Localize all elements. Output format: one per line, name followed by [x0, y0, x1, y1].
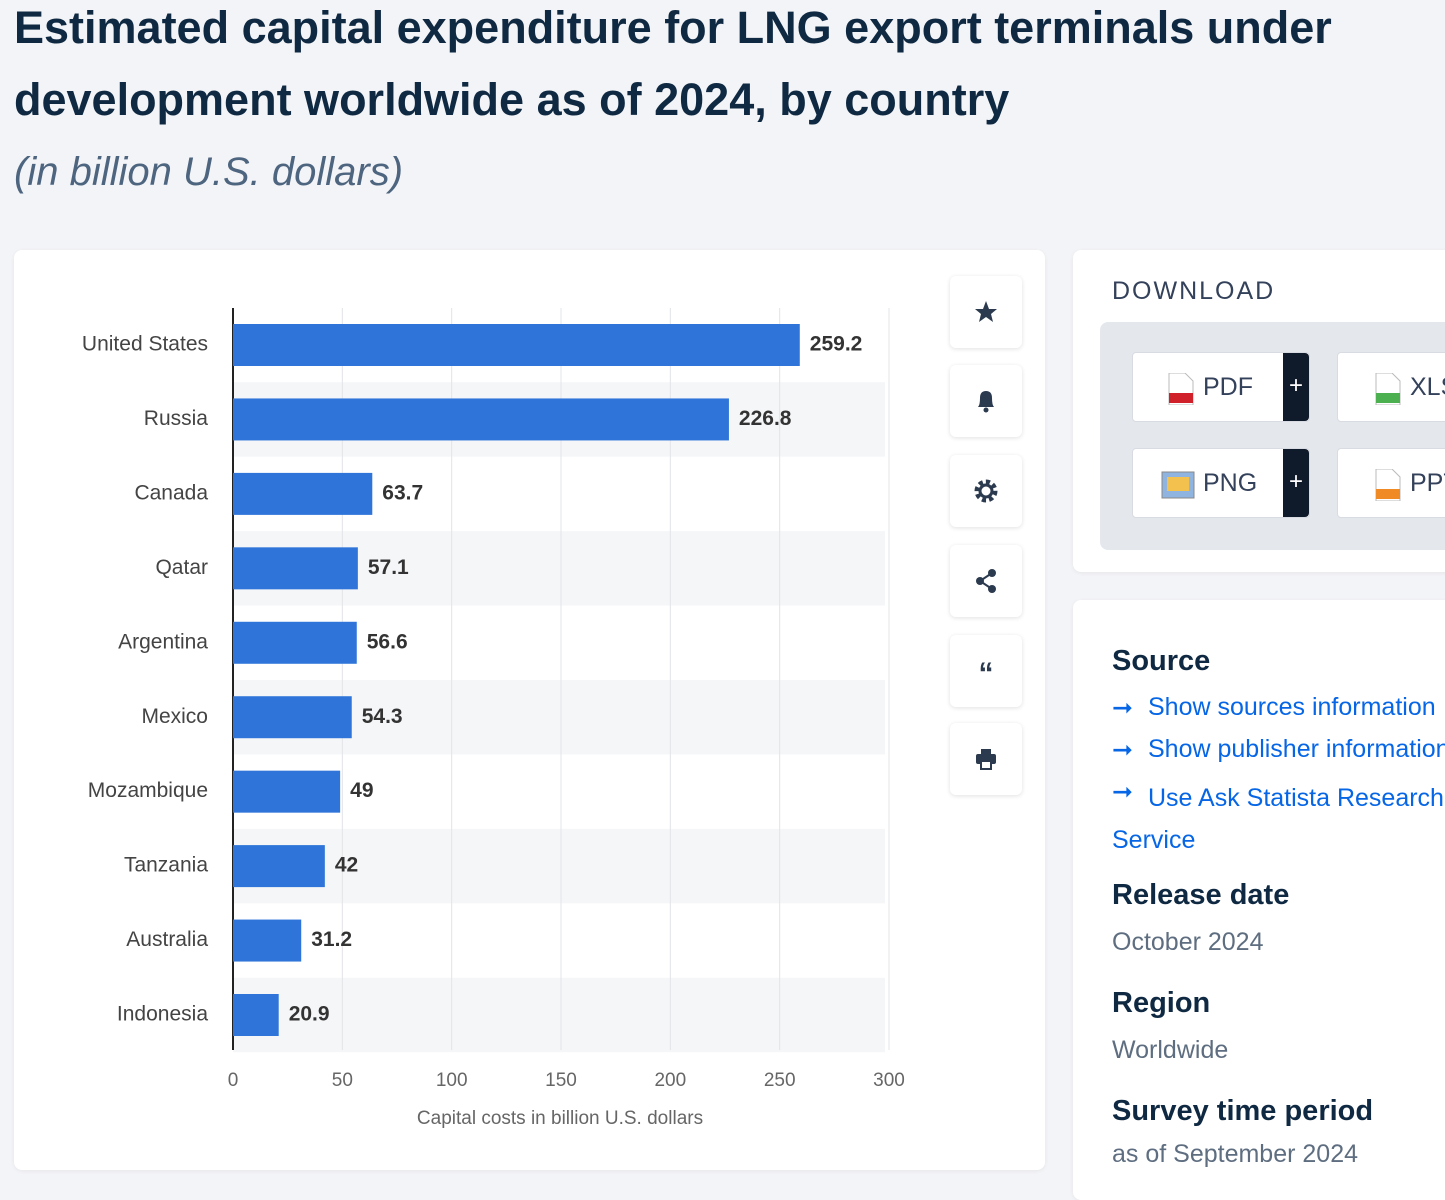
value-label: 63.7	[382, 481, 423, 504]
value-label: 20.9	[289, 1003, 330, 1026]
download-button[interactable]: XLS	[1337, 352, 1445, 422]
value-label: 259.2	[810, 333, 863, 356]
y-tick-label: Tanzania	[124, 854, 208, 877]
value-label: 57.1	[368, 556, 409, 579]
research-link[interactable]: Use Ask Statista Research Service	[1112, 784, 1444, 854]
button-label: PDF	[1203, 373, 1253, 401]
source-heading: Source	[1112, 645, 1211, 677]
share-button[interactable]	[950, 545, 1022, 617]
print-button[interactable]	[950, 723, 1022, 795]
download-heading: DOWNLOAD	[1112, 277, 1276, 305]
y-tick-label: Argentina	[118, 630, 208, 653]
x-tick-label: 0	[228, 1070, 239, 1091]
page-title: Estimated capital expenditure for LNG ex…	[14, 2, 1332, 125]
y-tick-label: Russia	[144, 407, 209, 430]
chart: 0 50 100 150 200 250 300 Capital costs in billi…	[82, 308, 905, 1129]
y-tick-label: Mexico	[141, 705, 208, 728]
link-arrow: ➞	[1112, 778, 1133, 806]
button-label: PNG	[1203, 469, 1258, 497]
bar	[233, 919, 302, 962]
cite-button[interactable]: “	[950, 635, 1022, 707]
bar	[233, 547, 358, 590]
button-plus[interactable]: +	[1283, 353, 1309, 421]
download-button[interactable]: PNG +	[1132, 448, 1310, 518]
publisher-link[interactable]: Show publisher information	[1148, 735, 1445, 763]
survey-period-value: as of September 2024	[1112, 1140, 1358, 1168]
notify-button[interactable]	[950, 365, 1022, 437]
row-band	[233, 977, 885, 1053]
bar	[233, 696, 352, 739]
x-tick-label: 300	[873, 1070, 905, 1091]
bar	[233, 324, 800, 366]
button-label: PPT	[1410, 469, 1445, 497]
source-link[interactable]: Show sources information	[1148, 693, 1436, 721]
bar	[233, 845, 325, 888]
release-date-value: October 2024	[1112, 928, 1264, 956]
page-subtitle: (in billion U.S. dollars)	[14, 150, 404, 194]
x-tick-label: 200	[654, 1070, 686, 1091]
favorite-button[interactable]	[950, 276, 1022, 348]
x-tick-label: 250	[764, 1070, 796, 1091]
settings-button[interactable]	[950, 455, 1022, 527]
bar	[233, 770, 341, 813]
bar	[233, 472, 373, 515]
bar	[233, 994, 279, 1036]
row-band	[233, 828, 885, 904]
details-card	[1073, 600, 1445, 1200]
y-tick-label: Canada	[134, 481, 208, 504]
value-label: 31.2	[311, 928, 352, 951]
link-arrow: ➞	[1112, 694, 1133, 722]
x-tick-label: 100	[436, 1070, 468, 1091]
download-button[interactable]: PPT	[1337, 448, 1445, 518]
link-arrow: ➞	[1112, 736, 1133, 764]
y-tick-label: Indonesia	[117, 1003, 208, 1026]
button-label: XLS	[1410, 373, 1445, 401]
survey-period-label: Survey time period	[1112, 1095, 1374, 1127]
y-tick-label: United States	[82, 333, 208, 356]
x-tick-label: 150	[545, 1070, 577, 1091]
region-value: Worldwide	[1112, 1036, 1229, 1064]
value-label: 56.6	[367, 630, 408, 653]
page: Estimated capital expenditure for LNG ex…	[14, 2, 1445, 1200]
x-tick-label: 50	[332, 1070, 353, 1091]
value-label: 226.8	[739, 407, 792, 430]
region-label: Region	[1112, 987, 1211, 1019]
download-button[interactable]: PDF +	[1132, 352, 1310, 422]
value-label: 54.3	[362, 705, 403, 728]
value-label: 49	[350, 779, 373, 802]
bar	[233, 398, 729, 441]
y-tick-label: Australia	[126, 928, 208, 951]
button-plus[interactable]: +	[1283, 449, 1309, 517]
value-label: 42	[335, 854, 358, 877]
y-tick-label: Mozambique	[88, 779, 208, 802]
bar	[233, 621, 357, 664]
release-date-label: Release date	[1112, 879, 1290, 911]
y-tick-label: Qatar	[155, 556, 208, 579]
x-axis-title: Capital costs in billion U.S. dollars	[417, 1108, 703, 1129]
svg-text:“: “	[979, 657, 994, 690]
